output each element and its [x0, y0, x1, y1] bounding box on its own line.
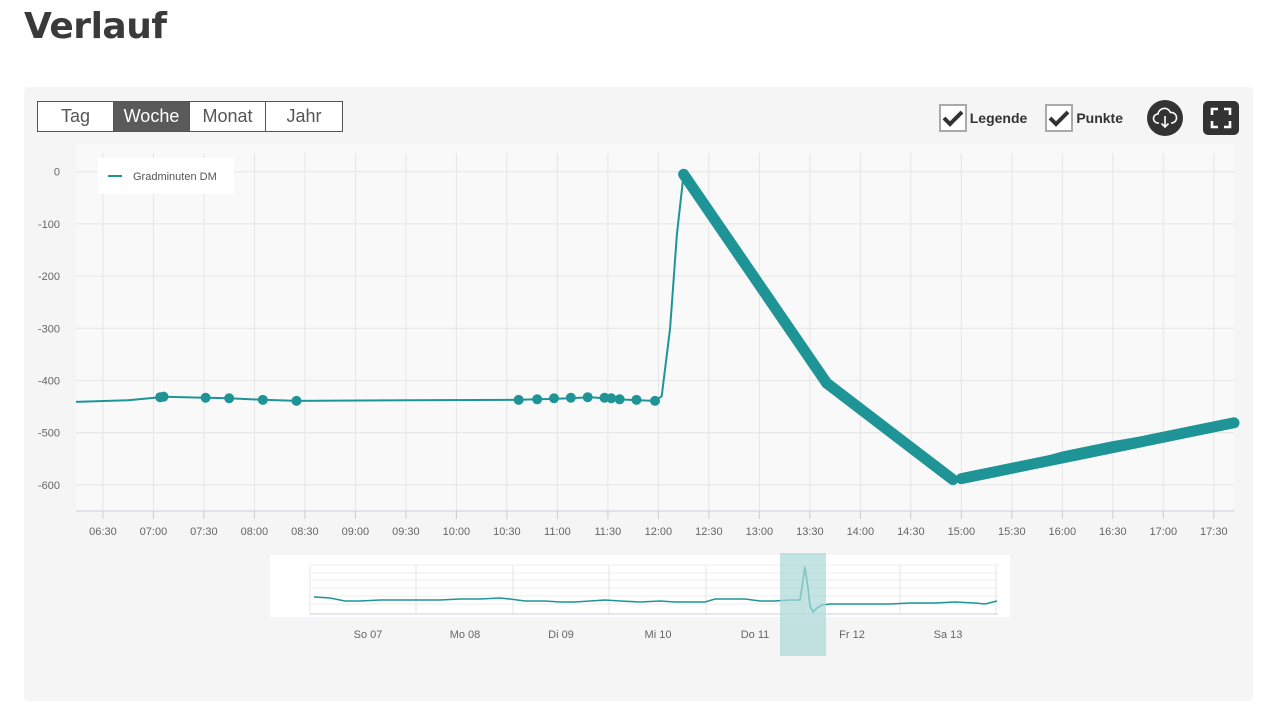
navigator-x-labels: So 07 Mo 08 Di 09 Mi 10 Do 11 Fr 12 Sa 13 [354, 629, 963, 641]
x-tick-label: 06:30 [89, 526, 117, 538]
x-tick-label: 14:30 [897, 526, 925, 538]
plot-area [76, 143, 1234, 511]
data-point [565, 392, 576, 403]
navigator-tick-label: Mo 08 [450, 629, 481, 641]
series-dense-points [678, 168, 1240, 486]
navigator-tick-label: Mi 10 [645, 629, 672, 641]
x-tick-label: 12:00 [645, 526, 673, 538]
data-point [200, 392, 211, 403]
navigator-background [270, 555, 1010, 617]
range-button-tag[interactable]: Tag [38, 102, 114, 131]
legend-toggle-label: Legende [969, 110, 1028, 126]
x-tick-label: 08:00 [241, 526, 269, 538]
x-tick-label: 17:00 [1150, 526, 1178, 538]
x-tick-label: 16:00 [1049, 526, 1077, 538]
download-button[interactable] [1147, 100, 1183, 136]
x-tick-label: 10:30 [493, 526, 521, 538]
x-tick-label: 08:30 [291, 526, 319, 538]
points-toggle[interactable]: Punkte [1045, 104, 1123, 132]
navigator-tick-label: Di 09 [548, 629, 574, 641]
navigator-selection[interactable] [780, 553, 826, 656]
page-title: Verlauf [24, 6, 167, 47]
y-tick-label: 0 [54, 167, 60, 179]
y-tick-label: -200 [38, 271, 60, 283]
legend: Gradminuten DM [98, 158, 234, 194]
data-point-run [678, 168, 833, 389]
data-point [257, 394, 268, 405]
navigator-tick-label: So 07 [354, 629, 383, 641]
legend-checkbox[interactable] [938, 104, 967, 132]
legend-label-gradminuten-dm: Gradminuten DM [133, 171, 217, 183]
data-point [631, 394, 642, 405]
x-tick-label: 16:30 [1099, 526, 1127, 538]
range-button-jahr[interactable]: Jahr [266, 102, 342, 131]
fullscreen-icon [1210, 107, 1232, 129]
x-tick-label: 11:00 [544, 526, 571, 538]
data-point-run [821, 377, 959, 486]
data-point [582, 392, 593, 403]
x-tick-label: 14:00 [847, 526, 875, 538]
x-tick-label: 15:00 [948, 526, 976, 538]
navigator-tick-label: Do 11 [741, 629, 770, 641]
series-points [155, 391, 660, 406]
chart-toolbar: Legende Punkte [938, 100, 1239, 136]
x-tick-label: 12:30 [695, 526, 723, 538]
data-point [532, 394, 543, 405]
y-tick-label: -300 [38, 323, 60, 335]
y-tick-label: -400 [38, 376, 60, 388]
y-tick-label: -500 [38, 428, 60, 440]
navigator-tick-label: Sa 13 [934, 629, 963, 641]
points-toggle-label: Punkte [1076, 110, 1123, 126]
range-button-woche[interactable]: Woche [114, 102, 190, 131]
navigator-tick-label: Fr 12 [839, 629, 865, 641]
x-tick-label: 13:00 [746, 526, 774, 538]
fullscreen-button[interactable] [1203, 101, 1239, 135]
y-tick-label: -600 [38, 480, 60, 492]
x-tick-label: 17:30 [1200, 526, 1228, 538]
x-tick-label: 07:30 [190, 526, 218, 538]
data-point-run [955, 417, 1240, 485]
navigator-grid [309, 564, 998, 615]
x-tick-label: 13:30 [796, 526, 824, 538]
y-axis-labels: 0 -100 -200 -300 -400 -500 -600 [38, 167, 60, 492]
legend-toggle[interactable]: Legende [938, 104, 1028, 132]
data-point [291, 395, 302, 406]
checkmark-icon [1048, 110, 1070, 127]
data-point [650, 395, 660, 406]
data-point [158, 391, 169, 402]
points-checkbox[interactable] [1045, 104, 1074, 132]
navigator[interactable]: So 07 Mo 08 Di 09 Mi 10 Do 11 Fr 12 Sa 13 [270, 553, 1010, 656]
x-tick-label: 15:30 [998, 526, 1026, 538]
data-point [549, 393, 560, 404]
range-selector: Tag Woche Monat Jahr [37, 101, 343, 132]
x-tick-label: 09:30 [392, 526, 420, 538]
x-tick-label: 07:00 [140, 526, 168, 538]
data-point [224, 393, 235, 404]
data-point [606, 393, 617, 404]
x-tick-label: 09:00 [342, 526, 370, 538]
range-button-monat[interactable]: Monat [190, 102, 266, 131]
data-point [513, 394, 524, 405]
x-tick-label: 11:30 [595, 526, 622, 538]
checkmark-icon [942, 110, 964, 127]
grid [76, 153, 1234, 519]
navigator-line [313, 566, 998, 614]
cloud-download-icon [1152, 107, 1178, 129]
y-tick-label: -100 [38, 219, 60, 231]
x-axis-labels: 06:30 07:00 07:30 08:00 08:30 09:00 09:30 10:00… [89, 526, 1227, 538]
data-point [614, 394, 625, 405]
x-tick-label: 10:00 [443, 526, 471, 538]
